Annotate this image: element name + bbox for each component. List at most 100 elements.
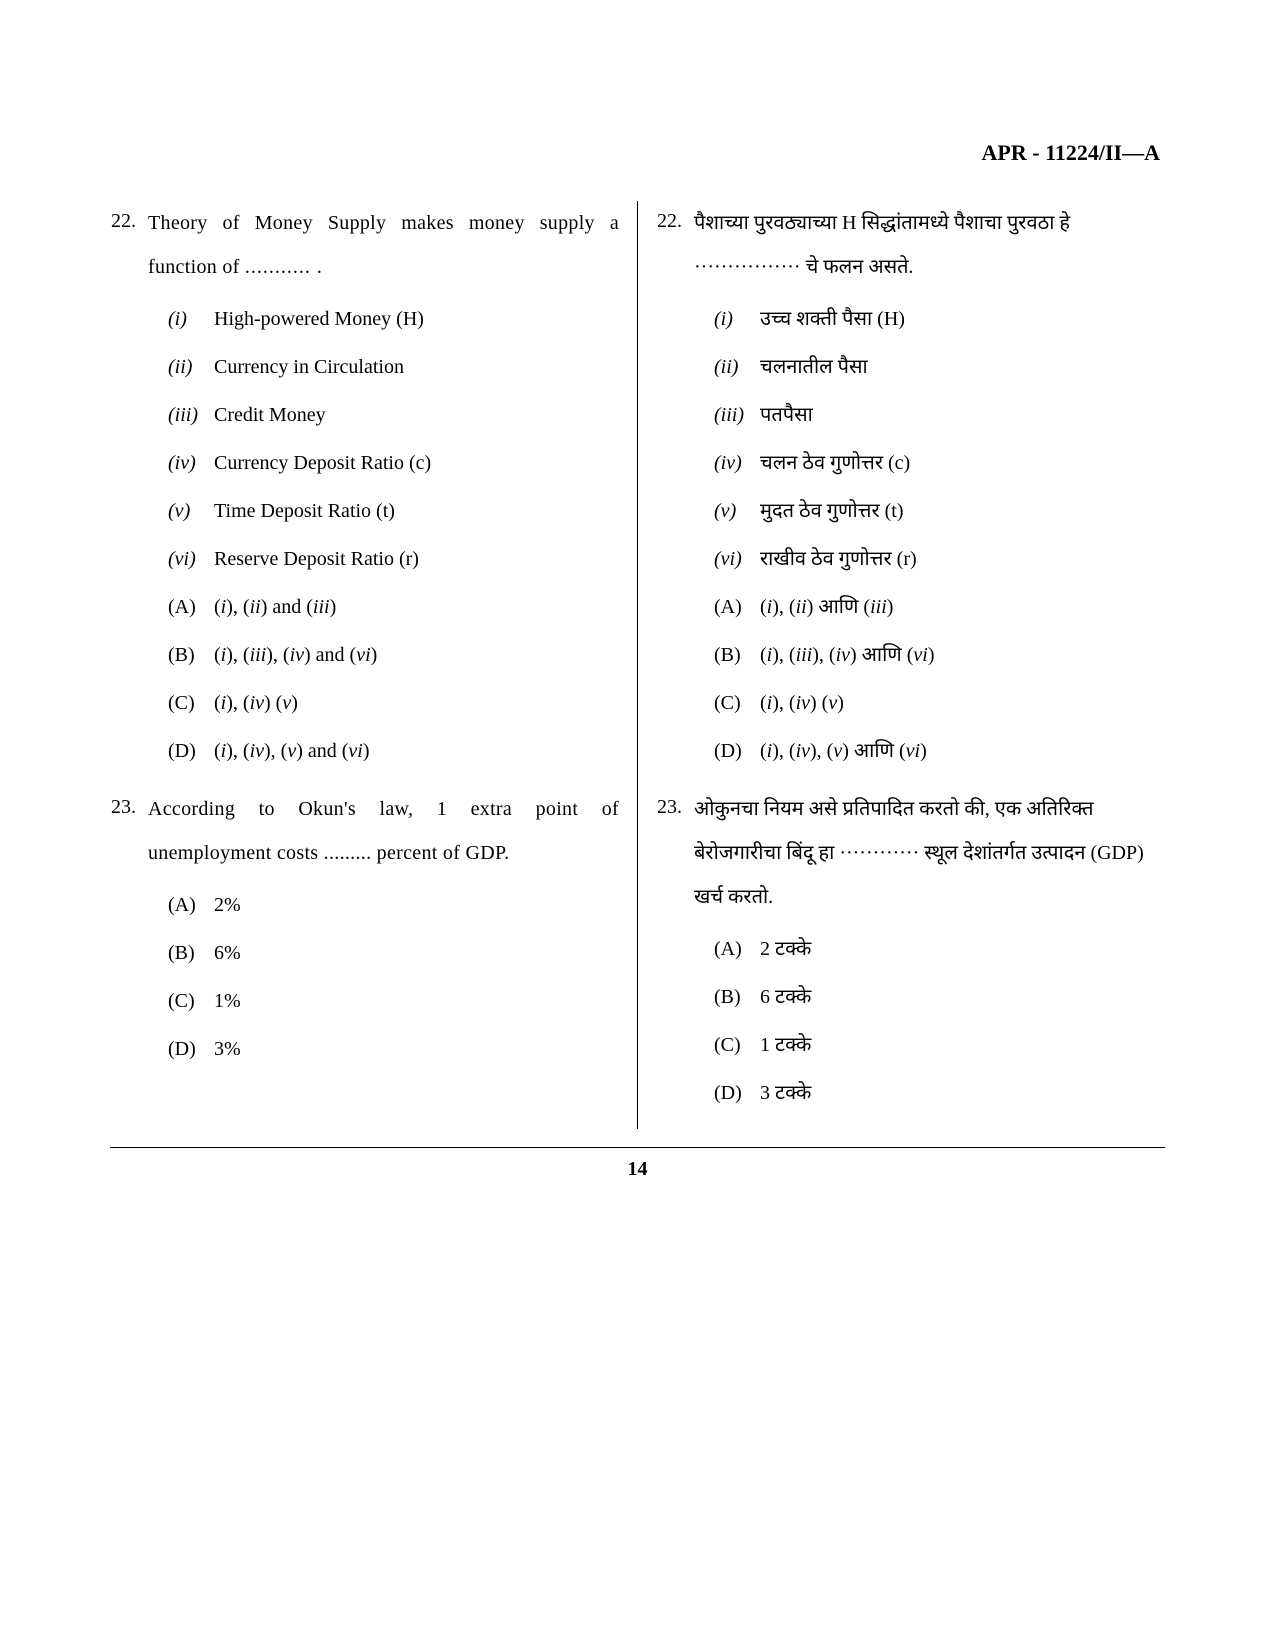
roman-text: Currency in Circulation — [214, 347, 404, 387]
question-stem: पैशाच्या पुरवठ्याच्या H सिद्धांतामध्ये प… — [694, 201, 1165, 289]
answer-text: 1 टक्के — [760, 1025, 811, 1065]
question-body: पैशाच्या पुरवठ्याच्या H सिद्धांतामध्ये प… — [694, 201, 1165, 779]
answer-marker: (C) — [714, 1025, 760, 1065]
roman-text: चलनातील पैसा — [760, 347, 868, 387]
roman-text: Credit Money — [214, 395, 326, 435]
question-number: 22. — [110, 201, 148, 779]
answer-option: (C) (i), (iv) (v) — [694, 683, 1165, 723]
answer-marker: (B) — [714, 635, 760, 675]
answer-option: (C) 1 टक्के — [694, 1025, 1165, 1065]
answer-text: (i), (iv), (v) and (vi) — [214, 731, 370, 771]
answer-marker: (D) — [714, 731, 760, 771]
roman-iii: iii — [175, 404, 192, 426]
roman-marker: (ii) — [714, 347, 760, 387]
stem-text: Theory of Money Supply makes money suppl… — [148, 212, 619, 278]
answer-text: (i), (iv) (v) — [760, 683, 844, 723]
answer-text: 6% — [214, 933, 241, 973]
answer-marker: (A) — [168, 587, 214, 627]
roman-text: Currency Deposit Ratio (c) — [214, 443, 431, 483]
answer-option: (B) (i), (iii), (iv) and (vi) — [148, 635, 619, 675]
answer-text: 2% — [214, 885, 241, 925]
roman-option: (v) Time Deposit Ratio (t) — [148, 491, 619, 531]
answer-marker: (B) — [168, 933, 214, 973]
answer-text: 3 टक्के — [760, 1073, 811, 1113]
roman-option: (ii) Currency in Circulation — [148, 347, 619, 387]
answer-option: (C) (i), (iv) (v) — [148, 683, 619, 723]
roman-i: i — [721, 308, 727, 330]
question-body: Theory of Money Supply makes money suppl… — [148, 201, 619, 779]
content-columns: 22. Theory of Money Supply makes money s… — [110, 201, 1165, 1148]
answer-option: (D) 3% — [148, 1029, 619, 1069]
answer-marker: (B) — [168, 635, 214, 675]
exam-header: APR - 11224/II—A — [110, 140, 1165, 166]
roman-marker: (iv) — [168, 443, 214, 483]
page-number: 14 — [110, 1158, 1165, 1181]
answer-option: (D) (i), (iv), (v) and (vi) — [148, 731, 619, 771]
answer-text: 3% — [214, 1029, 241, 1069]
question-22-en: 22. Theory of Money Supply makes money s… — [110, 201, 619, 779]
roman-iii: iii — [721, 404, 738, 426]
roman-text: Reserve Deposit Ratio (r) — [214, 539, 419, 579]
roman-option: (vi) राखीव ठेव गुणोत्तर (r) — [694, 539, 1165, 579]
answer-option: (D) (i), (iv), (v) आणि (vi) — [694, 731, 1165, 771]
roman-vi: vi — [175, 548, 189, 570]
answer-marker: (D) — [168, 1029, 214, 1069]
roman-i: i — [175, 308, 181, 330]
question-number: 22. — [656, 201, 694, 779]
roman-text: चलन ठेव गुणोत्तर (c) — [760, 443, 910, 483]
answer-marker: (A) — [168, 885, 214, 925]
roman-marker: (iv) — [714, 443, 760, 483]
roman-text: उच्च शक्ती पैसा (H) — [760, 299, 905, 339]
answer-option: (A) 2 टक्के — [694, 929, 1165, 969]
question-23-en: 23. According to Okun's law, 1 extra poi… — [110, 787, 619, 1077]
answer-option: (B) (i), (iii), (iv) आणि (vi) — [694, 635, 1165, 675]
answer-text: (i), (ii) and (iii) — [214, 587, 336, 627]
roman-option: (vi) Reserve Deposit Ratio (r) — [148, 539, 619, 579]
roman-v: v — [175, 500, 184, 522]
answer-marker: (A) — [714, 929, 760, 969]
answer-marker: (C) — [714, 683, 760, 723]
roman-option: (iv) चलन ठेव गुणोत्तर (c) — [694, 443, 1165, 483]
answer-text: (i), (iv) (v) — [214, 683, 298, 723]
roman-marker: (iii) — [168, 395, 214, 435]
roman-option: (ii) चलनातील पैसा — [694, 347, 1165, 387]
question-body: According to Okun's law, 1 extra point o… — [148, 787, 619, 1077]
question-number: 23. — [656, 787, 694, 1121]
answer-option: (B) 6% — [148, 933, 619, 973]
roman-iv: iv — [175, 452, 189, 474]
roman-vi: vi — [721, 548, 735, 570]
question-22-mr: 22. पैशाच्या पुरवठ्याच्या H सिद्धांतामध्… — [656, 201, 1165, 779]
roman-iv: iv — [721, 452, 735, 474]
answer-text: (i), (iii), (iv) आणि (vi) — [760, 635, 935, 675]
roman-option: (i) High-powered Money (H) — [148, 299, 619, 339]
roman-marker: (iii) — [714, 395, 760, 435]
answer-text: 1% — [214, 981, 241, 1021]
answer-marker: (A) — [714, 587, 760, 627]
answer-option: (A) (i), (ii) and (iii) — [148, 587, 619, 627]
question-stem: According to Okun's law, 1 extra point o… — [148, 787, 619, 875]
roman-marker: (i) — [168, 299, 214, 339]
answer-option: (A) (i), (ii) आणि (iii) — [694, 587, 1165, 627]
roman-option: (iv) Currency Deposit Ratio (c) — [148, 443, 619, 483]
answer-option: (C) 1% — [148, 981, 619, 1021]
answer-marker: (B) — [714, 977, 760, 1017]
roman-option: (v) मुदत ठेव गुणोत्तर (t) — [694, 491, 1165, 531]
question-number: 23. — [110, 787, 148, 1077]
answer-text: 2 टक्के — [760, 929, 811, 969]
left-column: 22. Theory of Money Supply makes money s… — [110, 201, 638, 1129]
roman-marker: (i) — [714, 299, 760, 339]
roman-text: मुदत ठेव गुणोत्तर (t) — [760, 491, 904, 531]
roman-text: High-powered Money (H) — [214, 299, 424, 339]
roman-v: v — [721, 500, 730, 522]
question-23-mr: 23. ओकुनचा नियम असे प्रतिपादित करतो की, … — [656, 787, 1165, 1121]
answer-text: (i), (iv), (v) आणि (vi) — [760, 731, 927, 771]
roman-text: Time Deposit Ratio (t) — [214, 491, 395, 531]
question-body: ओकुनचा नियम असे प्रतिपादित करतो की, एक अ… — [694, 787, 1165, 1121]
right-column: 22. पैशाच्या पुरवठ्याच्या H सिद्धांतामध्… — [638, 201, 1165, 1129]
roman-text: पतपैसा — [760, 395, 813, 435]
blank: ........... . — [245, 256, 323, 278]
roman-ii: ii — [721, 356, 732, 378]
answer-marker: (D) — [714, 1073, 760, 1113]
answer-text: (i), (ii) आणि (iii) — [760, 587, 893, 627]
roman-option: (i) उच्च शक्ती पैसा (H) — [694, 299, 1165, 339]
